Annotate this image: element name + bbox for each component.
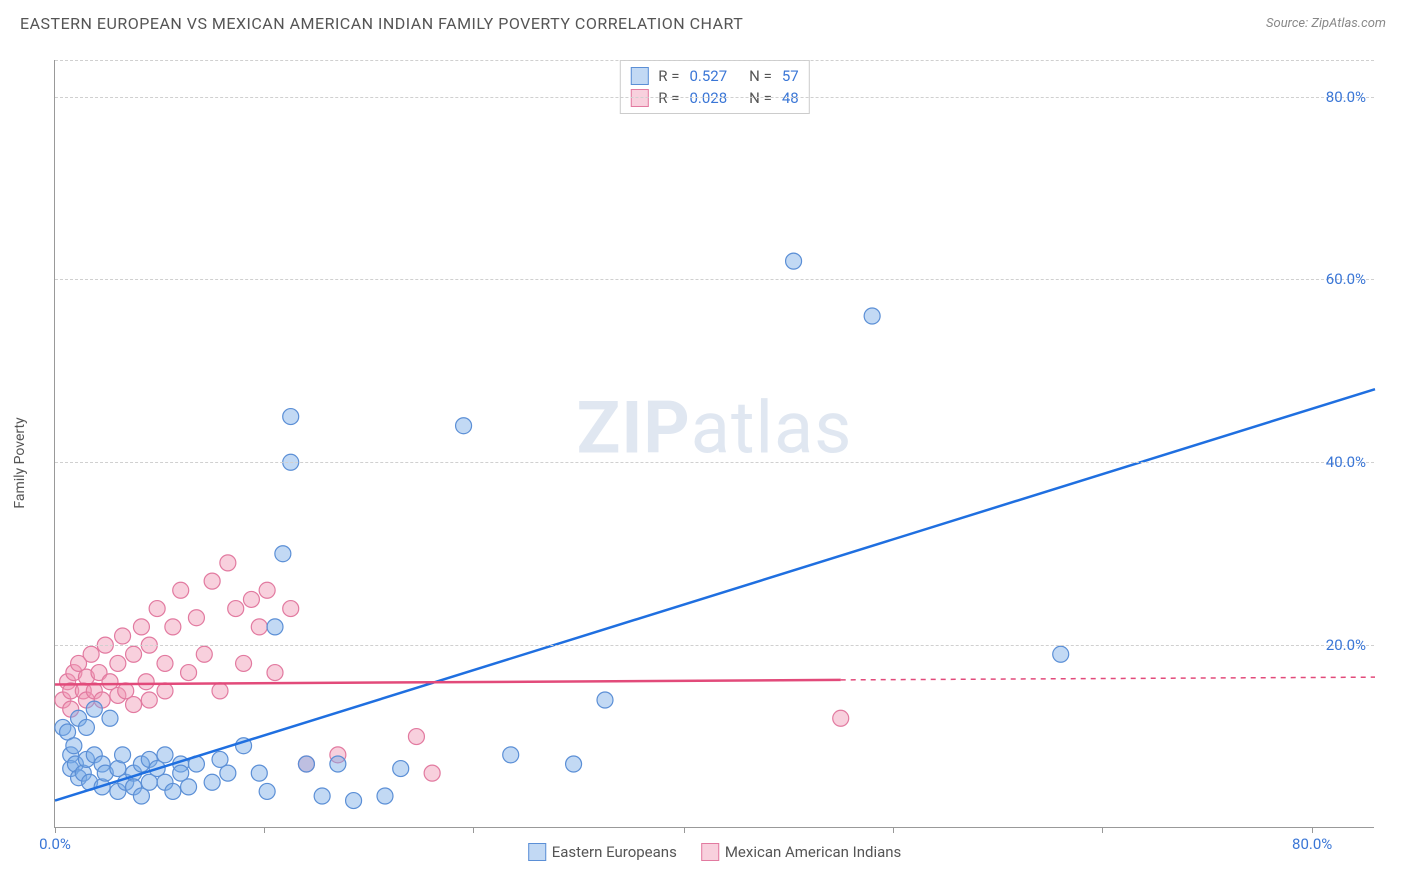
data-point-pink (110, 655, 126, 671)
data-point-pink (149, 601, 165, 617)
data-point-blue (377, 788, 393, 804)
data-point-blue (503, 747, 519, 763)
data-point-blue (259, 783, 275, 799)
data-point-pink (157, 683, 173, 699)
data-point-pink (267, 665, 283, 681)
data-point-blue (267, 619, 283, 635)
source-attribution: Source: ZipAtlas.com (1266, 16, 1386, 31)
gridline (55, 462, 1374, 463)
data-point-blue (275, 546, 291, 562)
gridline (55, 645, 1374, 646)
chart-area: Family Poverty ZIPatlas R =0.527N =57R =… (20, 48, 1386, 878)
data-point-blue (165, 783, 181, 799)
data-point-pink (259, 582, 275, 598)
x-tick (264, 827, 265, 833)
data-point-blue (102, 710, 118, 726)
data-point-blue (1053, 646, 1069, 662)
data-point-pink (181, 665, 197, 681)
data-point-blue (78, 719, 94, 735)
data-point-pink (157, 655, 173, 671)
data-point-blue (204, 774, 220, 790)
data-point-pink (236, 655, 252, 671)
data-point-blue (86, 701, 102, 717)
data-point-blue (220, 765, 236, 781)
data-point-pink (83, 646, 99, 662)
data-point-pink (251, 619, 267, 635)
data-point-pink (424, 765, 440, 781)
data-point-pink (408, 729, 424, 745)
gridline (55, 60, 1374, 61)
plot-region: ZIPatlas R =0.527N =57R =0.028N =48 East… (54, 60, 1374, 828)
y-tick-label: 20.0% (1326, 636, 1366, 654)
data-point-pink (138, 674, 154, 690)
x-tick (55, 827, 56, 833)
y-tick-label: 80.0% (1326, 88, 1366, 106)
x-tick (1312, 827, 1313, 833)
data-point-blue (314, 788, 330, 804)
legend-swatch (701, 843, 719, 861)
gridline (55, 97, 1374, 98)
y-tick-label: 60.0% (1326, 270, 1366, 288)
data-point-pink (220, 555, 236, 571)
data-point-blue (566, 756, 582, 772)
legend-item: Mexican American Indians (701, 843, 901, 861)
data-point-blue (597, 692, 613, 708)
legend-swatch (528, 843, 546, 861)
data-point-pink (173, 582, 189, 598)
data-point-pink (243, 591, 259, 607)
data-point-blue (786, 253, 802, 269)
data-point-pink (204, 573, 220, 589)
data-point-pink (115, 628, 131, 644)
data-point-pink (141, 692, 157, 708)
data-point-pink (283, 601, 299, 617)
series-legend: Eastern Europeans Mexican American Indian… (528, 843, 902, 861)
data-point-blue (66, 738, 82, 754)
data-point-pink (126, 646, 142, 662)
data-point-pink (196, 646, 212, 662)
x-tick (893, 827, 894, 833)
data-point-blue (346, 793, 362, 809)
legend-item: Eastern Europeans (528, 843, 677, 861)
data-point-pink (165, 619, 181, 635)
data-point-blue (115, 747, 131, 763)
data-point-blue (864, 308, 880, 324)
legend-label: Eastern Europeans (552, 843, 677, 861)
data-point-pink (212, 683, 228, 699)
data-point-pink (188, 610, 204, 626)
data-point-pink (133, 619, 149, 635)
x-tick (473, 827, 474, 833)
x-tick (684, 827, 685, 833)
data-point-blue (298, 756, 314, 772)
y-tick-label: 40.0% (1326, 453, 1366, 471)
chart-title: EASTERN EUROPEAN VS MEXICAN AMERICAN IND… (20, 14, 743, 33)
x-tick-label: 80.0% (1292, 835, 1332, 853)
data-point-blue (456, 418, 472, 434)
data-point-pink (833, 710, 849, 726)
data-point-blue (330, 756, 346, 772)
data-point-blue (283, 409, 299, 425)
data-point-pink (228, 601, 244, 617)
data-point-blue (251, 765, 267, 781)
gridline (55, 279, 1374, 280)
x-tick (1102, 827, 1103, 833)
x-tick-label: 0.0% (39, 835, 71, 853)
data-point-blue (393, 761, 409, 777)
data-point-blue (157, 747, 173, 763)
legend-label: Mexican American Indians (725, 843, 901, 861)
plot-svg (55, 60, 1374, 827)
data-point-pink (126, 697, 142, 713)
y-axis-label: Family Poverty (12, 417, 28, 508)
data-point-blue (181, 779, 197, 795)
